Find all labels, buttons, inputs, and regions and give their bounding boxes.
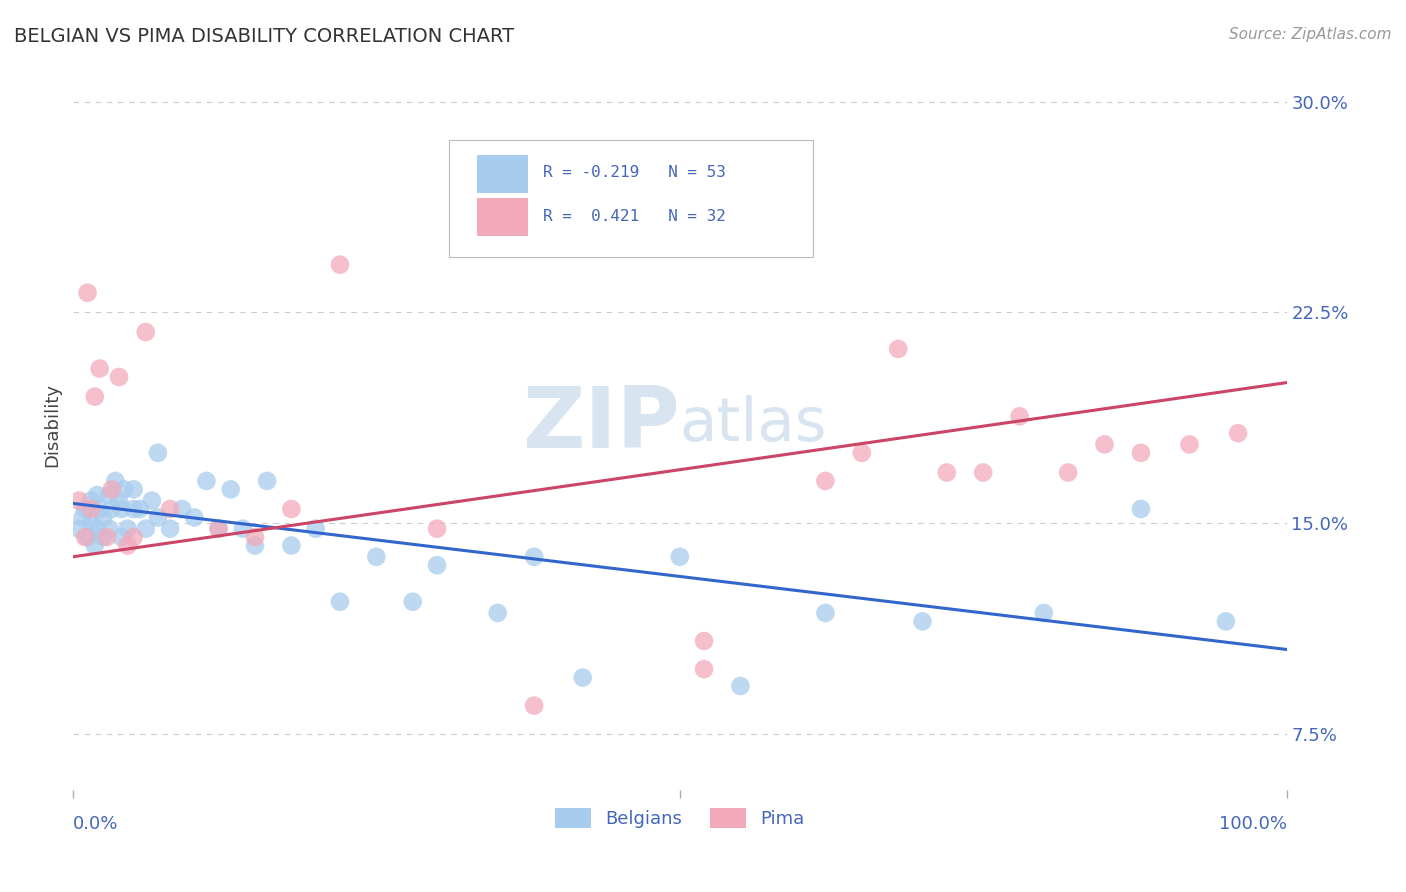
Text: 0.0%: 0.0%: [73, 815, 118, 833]
Point: [117, 522, 139, 536]
Point: [83, 390, 105, 404]
Point: [730, 679, 752, 693]
Point: [146, 446, 169, 460]
FancyBboxPatch shape: [477, 154, 529, 193]
Point: [1215, 615, 1237, 629]
Point: [67, 522, 90, 536]
Point: [117, 539, 139, 553]
Point: [243, 539, 266, 553]
Point: [83, 539, 105, 553]
Point: [571, 671, 593, 685]
Point: [426, 522, 449, 536]
Point: [98, 522, 121, 536]
Point: [89, 361, 111, 376]
Text: R = -0.219   N = 53: R = -0.219 N = 53: [543, 165, 725, 180]
Point: [366, 549, 388, 564]
Point: [1178, 437, 1201, 451]
Point: [243, 530, 266, 544]
Point: [110, 530, 132, 544]
Point: [486, 606, 509, 620]
Point: [73, 502, 96, 516]
Point: [80, 502, 103, 516]
FancyBboxPatch shape: [477, 198, 529, 236]
Point: [911, 615, 934, 629]
Point: [523, 549, 546, 564]
Point: [668, 549, 690, 564]
Point: [91, 510, 114, 524]
Point: [851, 446, 873, 460]
FancyBboxPatch shape: [449, 140, 813, 257]
Point: [256, 474, 278, 488]
Point: [86, 488, 108, 502]
Point: [108, 370, 131, 384]
Point: [128, 502, 150, 516]
Point: [219, 483, 242, 497]
Point: [329, 595, 352, 609]
Point: [67, 493, 90, 508]
Point: [110, 502, 132, 516]
Point: [1129, 502, 1152, 516]
Point: [280, 539, 302, 553]
Point: [172, 502, 194, 516]
Text: BELGIAN VS PIMA DISABILITY CORRELATION CHART: BELGIAN VS PIMA DISABILITY CORRELATION C…: [14, 27, 515, 45]
Point: [693, 634, 716, 648]
Point: [122, 530, 145, 544]
Point: [159, 502, 181, 516]
Point: [89, 502, 111, 516]
Point: [305, 522, 328, 536]
Text: R =  0.421   N = 32: R = 0.421 N = 32: [543, 209, 725, 224]
Text: atlas: atlas: [679, 395, 827, 454]
Y-axis label: Disability: Disability: [44, 383, 60, 467]
Point: [108, 493, 131, 508]
Point: [112, 483, 135, 497]
Point: [1094, 437, 1116, 451]
Point: [232, 522, 254, 536]
Point: [98, 488, 121, 502]
Point: [402, 595, 425, 609]
Point: [1129, 446, 1152, 460]
Point: [693, 662, 716, 676]
Point: [135, 325, 157, 339]
Point: [146, 510, 169, 524]
Point: [814, 474, 837, 488]
Point: [183, 510, 205, 524]
Point: [1227, 426, 1250, 441]
Point: [135, 522, 157, 536]
Text: Source: ZipAtlas.com: Source: ZipAtlas.com: [1229, 27, 1392, 42]
Point: [100, 502, 122, 516]
Point: [141, 493, 163, 508]
Point: [80, 493, 103, 508]
Point: [72, 510, 94, 524]
Point: [207, 522, 229, 536]
Point: [80, 516, 103, 530]
Point: [887, 342, 910, 356]
Point: [1008, 409, 1031, 424]
Point: [104, 474, 127, 488]
Point: [280, 502, 302, 516]
Point: [122, 502, 145, 516]
Point: [122, 483, 145, 497]
Point: [523, 698, 546, 713]
Point: [195, 474, 218, 488]
Point: [935, 466, 957, 480]
Point: [76, 285, 98, 300]
Point: [426, 558, 449, 573]
Point: [73, 530, 96, 544]
Point: [91, 530, 114, 544]
Point: [814, 606, 837, 620]
Point: [972, 466, 994, 480]
Legend: Belgians, Pima: Belgians, Pima: [548, 800, 811, 836]
Point: [207, 522, 229, 536]
Point: [76, 530, 98, 544]
Point: [159, 522, 181, 536]
Point: [100, 483, 122, 497]
Point: [1032, 606, 1054, 620]
Point: [96, 530, 118, 544]
Point: [1057, 466, 1080, 480]
Text: ZIP: ZIP: [522, 384, 679, 467]
Point: [329, 258, 352, 272]
Point: [86, 522, 108, 536]
Text: 100.0%: 100.0%: [1219, 815, 1286, 833]
